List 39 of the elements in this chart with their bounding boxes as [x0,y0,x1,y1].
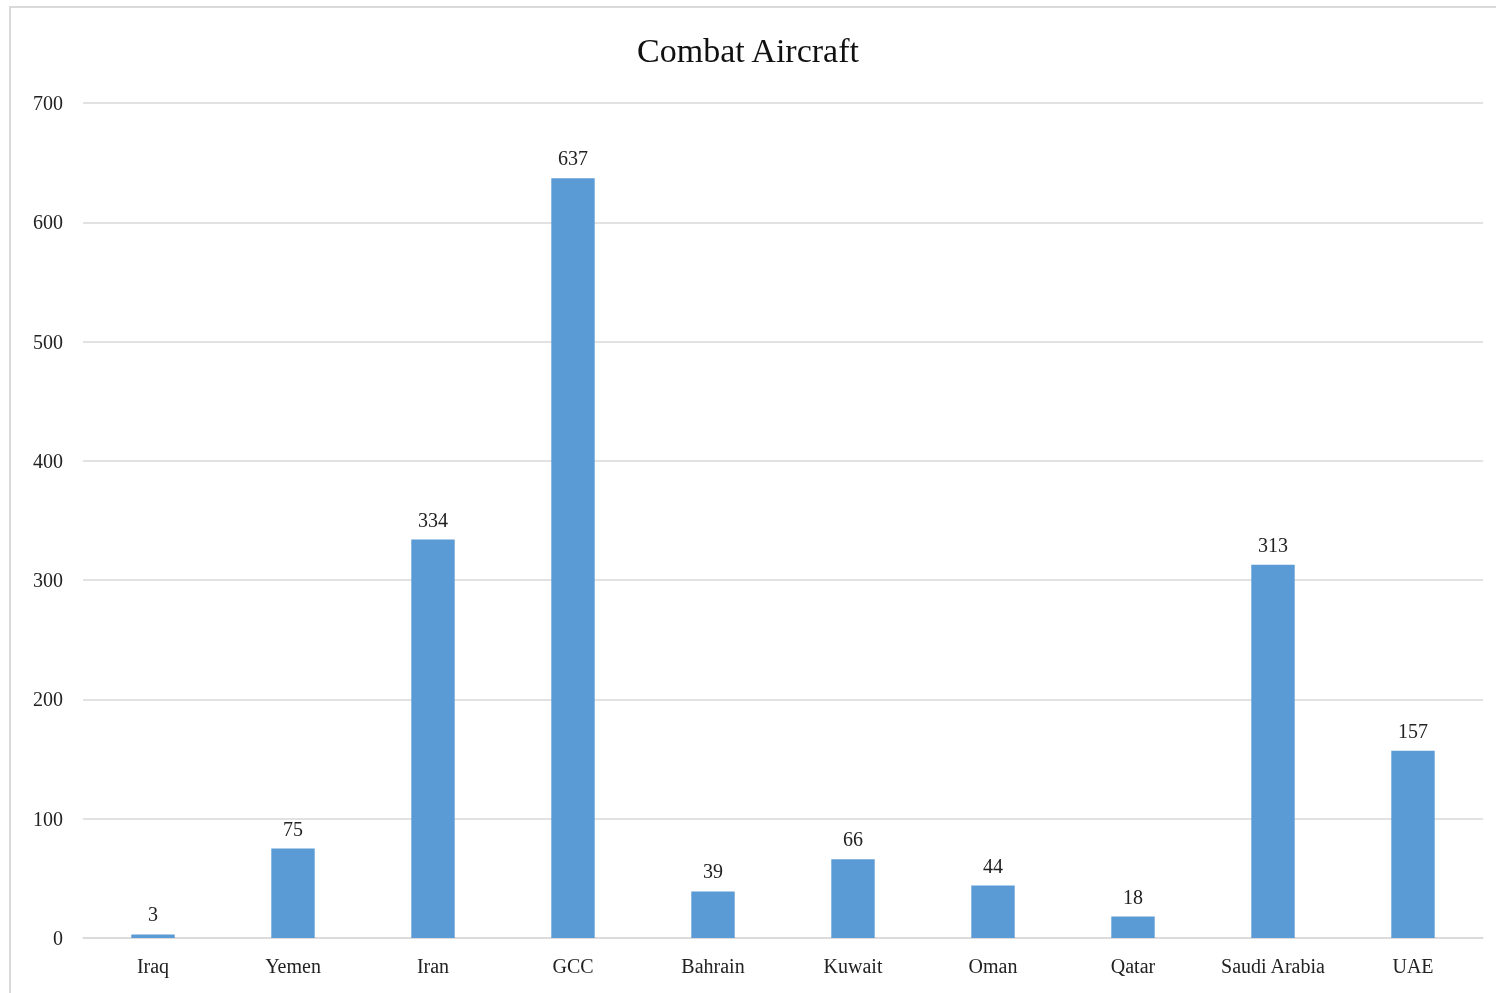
bar [691,891,735,938]
y-tick-label: 300 [33,569,63,592]
x-tick-label: GCC [552,955,594,977]
bar [131,934,175,938]
y-tick-label: 600 [33,211,63,234]
x-tick-label: UAE [1392,955,1434,977]
data-label: 39 [703,860,723,883]
y-tick-label: 400 [33,449,63,472]
x-tick-label: Qatar [1110,955,1156,977]
y-tick-label: 0 [53,927,63,949]
data-label: 44 [983,854,1003,877]
data-label: 66 [843,828,863,851]
data-label: 75 [283,817,303,840]
x-tick-label: Iraq [136,955,170,978]
bar [271,848,315,938]
bar [971,885,1015,938]
data-label: 637 [558,147,588,170]
bar [411,539,455,938]
bar [551,178,595,938]
bar [1391,750,1435,938]
y-tick-label: 100 [33,807,63,830]
bar [1251,564,1295,938]
x-tick-label: Bahrain [681,955,745,977]
data-label: 313 [1258,533,1288,556]
x-tick-label: Iran [416,955,450,977]
x-tick-label: Oman [968,955,1018,977]
bar [831,859,875,938]
data-label: 334 [418,508,448,531]
y-tick-label: 500 [33,330,63,353]
bar [1111,916,1155,938]
x-tick-label: Yemen [265,955,321,977]
chart-title: Combat Aircraft [637,31,860,69]
data-label: 3 [148,903,158,926]
data-label: 18 [1123,885,1143,908]
x-tick-label: Saudi Arabia [1221,955,1326,977]
y-tick-label: 200 [33,688,63,711]
data-label: 157 [1398,719,1428,742]
x-tick-label: Kuwait [823,955,883,977]
y-tick-label: 700 [33,92,63,114]
